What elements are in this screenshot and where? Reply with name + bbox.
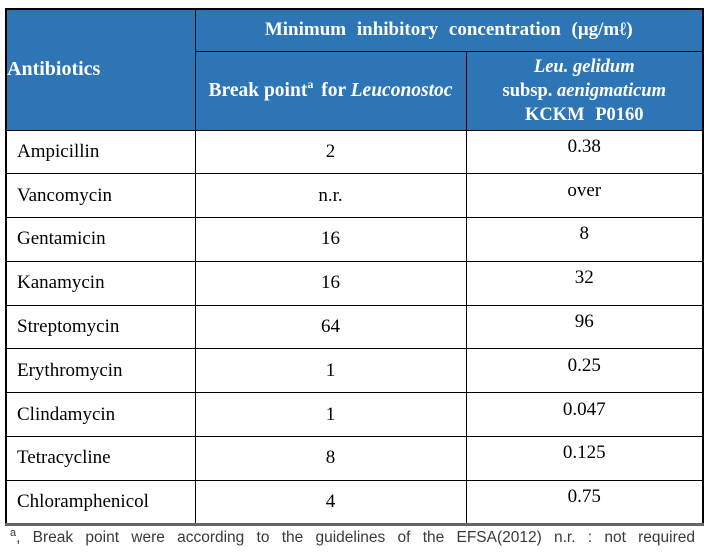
column-header-antibiotics: Antibiotics (5, 8, 196, 131)
breakpoint-value-cell: 16 (194, 217, 467, 262)
antibiotic-name-cell: Tetracycline (5, 436, 196, 481)
breakpoint-value-cell: n.r. (194, 173, 467, 219)
header-row-top: Antibiotics Minimum inhibitory concentra… (5, 8, 704, 131)
mic-table: Antibiotics Minimum inhibitory concentra… (5, 8, 705, 526)
table-row: Gentamicin 16 8 (5, 217, 704, 262)
footnote: a, Break point were according to the gui… (10, 526, 695, 547)
antibiotics-header-label: Antibiotics (7, 58, 101, 81)
mic-value-cell: 96 (465, 304, 704, 350)
mic-value-cell: 0.38 (465, 129, 704, 175)
breakpoint-superscript: a (307, 77, 314, 91)
table-row: Streptomycin 64 96 (5, 304, 704, 350)
breakpoint-species-italic: Leuconostoc (350, 79, 453, 101)
mic-value-cell: 0.25 (465, 348, 704, 394)
antibiotic-name-cell: Chloramphenicol (5, 479, 196, 525)
breakpoint-header-middle: for (316, 79, 351, 101)
mic-value-cell: 0.75 (465, 479, 704, 525)
breakpoint-value-cell: 16 (194, 260, 467, 306)
breakpoint-value-cell: 64 (194, 304, 467, 350)
table-body: Ampicillin 2 0.38 Vancomycin n.r. over G… (5, 129, 704, 525)
breakpoint-value-cell: 4 (194, 479, 467, 525)
breakpoint-header-text: Break point (208, 79, 308, 101)
footnote-text: , Break point were according to the guid… (16, 529, 695, 546)
strain-line2: subsp. aenigmaticum (502, 80, 666, 101)
breakpoint-value-cell: 1 (194, 392, 467, 438)
mic-value-cell: 32 (465, 260, 704, 306)
antibiotic-name-cell: Ampicillin (5, 129, 196, 175)
antibiotic-name-cell: Kanamycin (5, 260, 196, 306)
mic-value-cell: over (465, 173, 704, 219)
antibiotic-name-cell: Streptomycin (5, 304, 196, 350)
breakpoint-value-cell: 2 (194, 129, 467, 175)
table-row: Clindamycin 1 0.047 (5, 392, 704, 438)
mic-value-cell: 8 (465, 217, 704, 262)
table-row: Kanamycin 16 32 (5, 260, 704, 306)
column-header-strain: Leu. gelidum subsp. aenigmaticum KCKM P0… (465, 50, 704, 131)
table-row: Chloramphenicol 4 0.75 (5, 479, 704, 525)
mic-value-cell: 0.125 (465, 436, 704, 481)
strain-line3: KCKM P0160 (524, 104, 644, 125)
antibiotic-name-cell: Erythromycin (5, 348, 196, 394)
mic-value-cell: 0.047 (465, 392, 704, 438)
mic-title-label: Minimum inhibitory concentration (μg/mℓ) (264, 19, 633, 41)
table-header: Antibiotics Minimum inhibitory concentra… (5, 8, 704, 131)
antibiotic-name-cell: Clindamycin (5, 392, 196, 438)
breakpoint-value-cell: 8 (194, 436, 467, 481)
breakpoint-value-cell: 1 (194, 348, 467, 394)
antibiotic-name-cell: Gentamicin (5, 217, 196, 262)
table-row: Tetracycline 8 0.125 (5, 436, 704, 481)
antibiotic-name-cell: Vancomycin (5, 173, 196, 219)
footnote-superscript: a (10, 526, 17, 539)
header-row-sub: Break pointa for Leuconostoc Leu. gelidu… (6, 50, 704, 131)
column-header-mic-title: Minimum inhibitory concentration (μg/mℓ) (194, 8, 704, 52)
table-row: Erythromycin 1 0.25 (5, 348, 704, 394)
table-row: Ampicillin 2 0.38 (5, 129, 704, 175)
column-header-breakpoint: Break pointa for Leuconostoc (194, 50, 467, 131)
table-row: Vancomycin n.r. over (5, 173, 704, 219)
strain-line1: Leu. gelidum (533, 56, 635, 77)
